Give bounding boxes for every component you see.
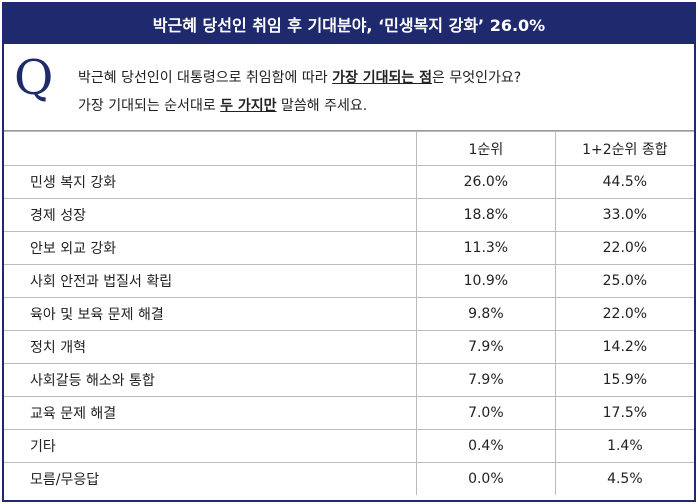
table-row: 기타 0.4% 1.4% [4, 429, 694, 463]
row-label: 정치 개혁 [4, 330, 417, 364]
header-cell: 1+2순위 종합 [554, 131, 694, 166]
header-cell: 1순위 [416, 131, 556, 166]
table-row: 모름/무응답 0.0% 4.5% [4, 462, 694, 495]
row-label: 사회 안전과 법질서 확립 [4, 264, 417, 298]
cell-value: 7.0% [416, 396, 556, 430]
table-row: 민생 복지 강화 26.0% 44.5% [4, 165, 694, 199]
question-box: Q 박근혜 당선인이 대통령으로 취임함에 따라 가장 기대되는 점은 무엇인가… [4, 44, 694, 131]
cell-value: 9.8% [416, 297, 556, 331]
row-label: 교육 문제 해결 [4, 396, 417, 430]
question-segment: 박근혜 당선인이 대통령으로 취임함에 따라 [78, 70, 333, 86]
title: 박근혜 당선인 취임 후 기대분야, ‘민생복지 강화’ 26.0% [4, 4, 694, 44]
question-segment: 은 무엇인가요? [432, 70, 522, 86]
cell-value: 0.4% [416, 429, 556, 463]
row-label: 사회갈등 해소와 통합 [4, 363, 417, 397]
table-row: 사회 안전과 법질서 확립 10.9% 25.0% [4, 264, 694, 298]
table-row: 사회갈등 해소와 통합 7.9% 15.9% [4, 363, 694, 397]
table-row: 경제 성장 18.8% 33.0% [4, 198, 694, 232]
cell-value: 25.0% [554, 264, 694, 298]
question-segment: 말씀해 주세요. [276, 98, 368, 114]
cell-value: 4.5% [554, 462, 694, 495]
cell-value: 1.4% [554, 429, 694, 463]
table-row: 안보 외교 강화 11.3% 22.0% [4, 231, 694, 265]
row-label: 민생 복지 강화 [4, 165, 417, 199]
table: 1순위 1+2순위 종합 민생 복지 강화 26.0% 44.5% 경제 성장 18.8% 3… [4, 131, 694, 495]
cell-value: 22.0% [554, 231, 694, 265]
row-label: 기타 [4, 429, 417, 463]
cell-value: 44.5% [554, 165, 694, 199]
table-row: 정치 개혁 7.9% 14.2% [4, 330, 694, 364]
cell-value: 11.3% [416, 231, 556, 265]
question-text: 박근혜 당선인이 대통령으로 취임함에 따라 가장 기대되는 점은 무엇인가요?… [78, 64, 521, 120]
row-label: 육아 및 보육 문제 해결 [4, 297, 417, 331]
cell-value: 17.5% [554, 396, 694, 430]
cell-value: 7.9% [416, 363, 556, 397]
header-cell [4, 131, 417, 166]
question-line: 박근혜 당선인이 대통령으로 취임함에 따라 가장 기대되는 점은 무엇인가요? [78, 64, 521, 92]
cell-value: 18.8% [416, 198, 556, 232]
cell-value: 10.9% [416, 264, 556, 298]
question-emphasis: 두 가지만 [220, 98, 277, 114]
cell-value: 0.0% [416, 462, 556, 495]
cell-value: 15.9% [554, 363, 694, 397]
cell-value: 7.9% [416, 330, 556, 364]
cell-value: 26.0% [416, 165, 556, 199]
row-label: 경제 성장 [4, 198, 417, 232]
cell-value: 22.0% [554, 297, 694, 331]
row-label: 안보 외교 강화 [4, 231, 417, 265]
table-row: 육아 및 보육 문제 해결 9.8% 22.0% [4, 297, 694, 331]
question-line: 가장 기대되는 순서대로 두 가지만 말씀해 주세요. [78, 92, 521, 120]
question-emphasis: 가장 기대되는 점 [332, 70, 433, 86]
question-mark: Q [14, 50, 54, 106]
row-label: 모름/무응답 [4, 462, 417, 495]
cell-value: 14.2% [554, 330, 694, 364]
table-row: 교육 문제 해결 7.0% 17.5% [4, 396, 694, 430]
cell-value: 33.0% [554, 198, 694, 232]
header-row: 1순위 1+2순위 종합 [4, 131, 694, 166]
question-segment: 가장 기대되는 순서대로 [78, 98, 221, 114]
